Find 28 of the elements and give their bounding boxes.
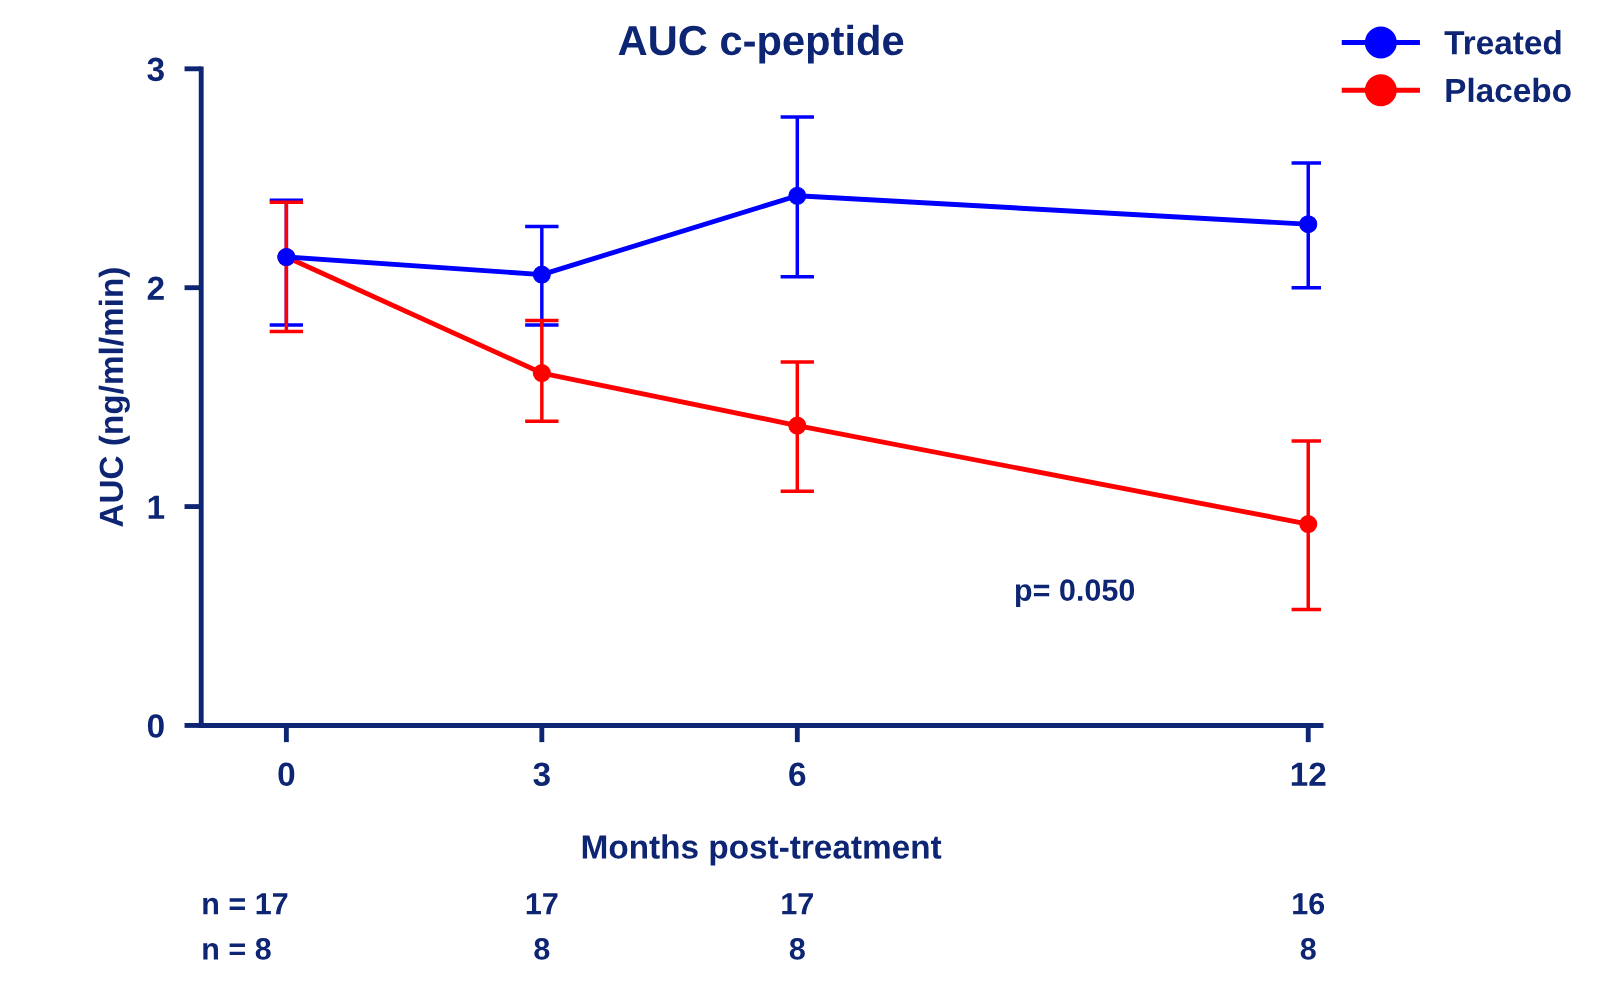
point [1299, 215, 1318, 234]
text: 17 [782, 893, 813, 915]
legend-label: Treated [1444, 30, 1561, 55]
legend-label: Placebo [1446, 77, 1571, 103]
text: 8 [1300, 938, 1316, 960]
y-tick-label: 2 [147, 276, 164, 300]
text: 16 [1293, 892, 1325, 915]
point [532, 265, 551, 284]
x-axis-title: Months post-treatment [582, 834, 942, 866]
x-tick-label: 3 [533, 762, 550, 787]
point [532, 364, 551, 383]
x-tick-label: 12 [1291, 762, 1326, 786]
point [1299, 515, 1318, 534]
text: n = 8 [203, 938, 271, 960]
y-tick-label: 0 [147, 714, 164, 738]
y-axis-title: AUC (ng/ml/min) [98, 268, 130, 527]
x-tick-label: 0 [278, 762, 295, 787]
x-tick-label: 6 [789, 762, 806, 787]
point [788, 416, 807, 435]
y-tick-label: 3 [147, 57, 164, 82]
chart-title: AUC c-peptide [618, 24, 904, 64]
text: 8 [789, 938, 805, 960]
text: 17 [526, 893, 558, 915]
text: 8 [534, 938, 550, 960]
text: n = 17 [203, 893, 288, 915]
y-tick-label: 1 [148, 495, 165, 519]
point [788, 186, 807, 205]
annotation: p= 0.050 [1015, 579, 1135, 608]
